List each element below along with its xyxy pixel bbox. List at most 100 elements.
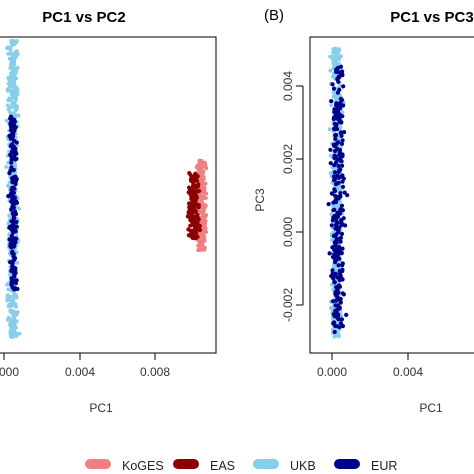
panel-b-y-axis-label: PC3 [253,188,267,212]
point-eur [14,219,19,225]
point-ukb [9,79,14,84]
panel-a-x-tick-label: 0.004 [65,365,95,379]
point-eas [190,235,195,240]
point-eur [331,200,336,205]
point-ukb [12,53,17,57]
panel-a-points [4,38,209,339]
point-ukb [337,84,342,88]
point-eur [337,277,342,283]
point-ukb [330,56,335,61]
point-ukb [17,206,22,211]
panel-b-y-tick-label: 0.004 [281,71,295,101]
point-ukb [5,293,10,298]
point-koges [203,220,208,225]
point-eur [333,154,338,160]
point-eur [10,196,15,201]
panel-b-x-axis: 0.000 0.004 [317,352,423,379]
point-eur [340,73,345,78]
point-eur [338,191,343,196]
point-eur [7,133,12,138]
point-koges [204,230,209,234]
panel-b: (B) PC1 vs PC3 -0.002 0.000 0.002 0.004 … [253,7,474,415]
point-eur [334,122,339,127]
point-eur [339,133,344,138]
point-ukb [10,298,15,303]
point-eur [328,161,333,166]
point-eur [334,257,339,262]
point-eur [333,148,338,154]
point-eas [191,179,196,184]
point-ukb [10,330,14,334]
point-eur [332,273,337,278]
point-ukb [14,334,19,338]
point-eur [336,290,341,295]
point-eur [11,252,16,257]
point-ukb [336,333,341,338]
point-koges [201,186,206,191]
point-koges [201,238,206,243]
point-ukb [13,320,18,325]
legend-swatch-ukb [253,459,279,469]
point-koges [199,158,204,163]
point-ukb [16,52,20,56]
point-eur [331,142,336,147]
point-koges [197,248,201,253]
point-eur [332,280,337,285]
legend-item-koges: KoGES [85,459,164,473]
point-eur [337,211,343,216]
point-ukb [14,68,19,73]
point-eur [8,115,13,120]
point-ukb [8,62,13,67]
point-eur [13,179,18,184]
point-eur [338,130,343,135]
point-eas [191,229,196,234]
point-eas [186,214,191,219]
panel-b-x-axis-label: PC1 [419,401,443,415]
point-eur [8,168,13,173]
point-eur [335,173,340,178]
point-ukb [12,72,16,77]
point-eur [336,111,341,116]
point-eur [7,237,12,242]
point-eur [336,163,341,169]
point-eur [338,235,344,240]
point-eas [194,219,199,224]
point-eur [339,218,344,223]
point-eur [339,317,344,322]
point-eur [8,191,13,196]
point-eas [188,205,193,210]
point-eur [333,136,338,141]
point-eur [12,274,17,279]
panel-a-x-tick-label: 0.008 [140,365,170,379]
point-eur [9,126,14,132]
point-koges [200,179,204,184]
point-eur [13,209,18,214]
point-eur [339,221,344,226]
point-eur [334,101,339,106]
point-eur [11,213,16,218]
point-eur [340,184,346,189]
point-ukb [337,185,341,190]
point-eur [13,228,18,233]
point-eur [345,193,350,198]
point-eur [334,247,339,252]
point-eas [190,215,195,220]
point-eur [330,245,335,250]
point-ukb [12,103,17,108]
point-eur [10,264,15,269]
point-eur [333,133,338,138]
point-eur [9,160,14,165]
point-eur [332,163,337,168]
point-eur [330,299,336,304]
point-eur [9,219,14,224]
point-ukb [14,49,19,53]
point-eur [341,292,346,297]
point-eur [335,285,340,291]
point-eur [337,244,342,249]
legend-item-ukb: UKB [253,459,316,473]
point-ukb [332,64,336,69]
point-eur [333,182,339,187]
legend-label-eas: EAS [210,459,235,473]
point-eas [193,209,198,214]
